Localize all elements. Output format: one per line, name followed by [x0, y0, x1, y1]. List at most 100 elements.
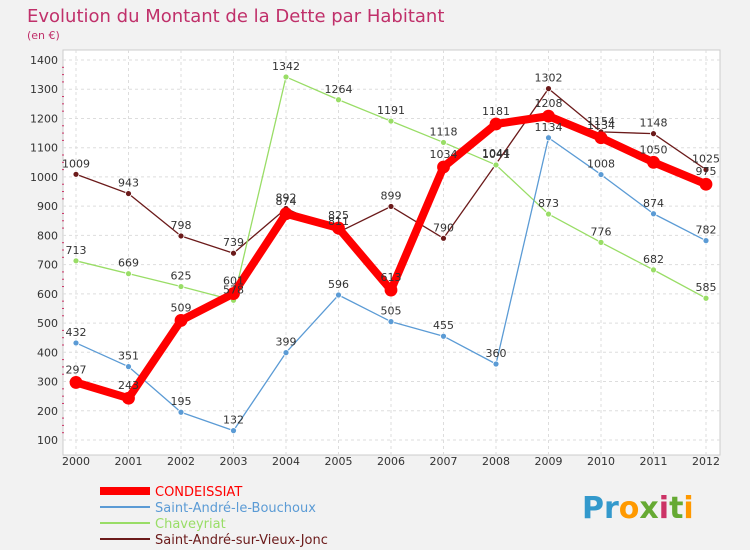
x-tick-label: 2008 — [482, 455, 510, 468]
logo-letter: i — [683, 491, 693, 526]
data-point — [72, 257, 80, 265]
data-point — [542, 109, 555, 123]
data-label: 782 — [696, 224, 717, 237]
data-label: 1034 — [430, 148, 458, 161]
data-label: 455 — [433, 319, 454, 332]
data-label: 432 — [66, 326, 87, 339]
data-label: 1044 — [482, 147, 510, 160]
legend-swatch — [100, 522, 150, 524]
logo-letter: t — [669, 491, 683, 526]
data-point — [387, 117, 395, 125]
data-point — [125, 363, 132, 371]
data-point — [227, 287, 240, 300]
data-label: 1148 — [640, 117, 668, 130]
data-label: 360 — [486, 347, 507, 360]
data-label: 1134 — [587, 119, 615, 132]
data-label: 825 — [328, 209, 349, 222]
data-label: 625 — [171, 270, 192, 283]
data-label: 682 — [643, 253, 664, 266]
y-tick-label: 1300 — [30, 83, 58, 96]
data-label: 873 — [538, 197, 559, 210]
y-tick-label: 600 — [37, 288, 58, 301]
data-point — [387, 203, 395, 210]
data-label: 613 — [381, 271, 402, 284]
logo-letter: r — [604, 491, 619, 526]
data-label: 1134 — [535, 121, 563, 134]
logo-letter: x — [639, 491, 658, 526]
x-tick-label: 2006 — [377, 455, 405, 468]
legend-label: Chaveyriat — [155, 517, 226, 532]
data-point — [72, 170, 80, 178]
logo-letter: P — [582, 491, 604, 526]
data-label: 874 — [276, 195, 297, 208]
x-tick-label: 2005 — [325, 455, 353, 468]
x-tick-label: 2010 — [587, 455, 615, 468]
data-label: 790 — [433, 221, 454, 234]
data-point — [279, 207, 293, 221]
data-label: 798 — [171, 219, 192, 232]
logo-letter: o — [619, 491, 640, 526]
data-label: 505 — [381, 305, 402, 318]
x-tick-label: 2002 — [167, 455, 195, 468]
data-label: 1118 — [430, 125, 458, 138]
legend-swatch — [100, 506, 150, 508]
y-tick-label: 100 — [37, 434, 58, 447]
y-tick-label: 300 — [37, 376, 58, 389]
data-label: 669 — [118, 257, 139, 270]
data-label: 1342 — [272, 60, 300, 73]
axis-ticks: 100 200 300 400 500 600 700 800 900 1000 1100 1200 1… — [30, 54, 720, 468]
data-label: 1008 — [587, 158, 615, 171]
data-point — [597, 238, 605, 246]
data-point — [650, 130, 657, 138]
x-tick-label: 2004 — [272, 455, 300, 468]
x-tick-label: 2007 — [430, 455, 458, 468]
data-label: 899 — [381, 189, 402, 202]
data-label: 811 — [328, 215, 349, 228]
data-label: 1154 — [587, 115, 615, 128]
proxiti-logo: Proxiti — [582, 491, 694, 526]
data-label: 243 — [118, 379, 139, 392]
data-label: 776 — [591, 225, 612, 238]
legend-swatch — [100, 538, 150, 540]
data-label: 1041 — [482, 148, 510, 161]
chart-title: Evolution du Montant de la Dette par Hab… — [27, 6, 444, 27]
data-point — [699, 177, 713, 191]
data-label: 351 — [118, 350, 139, 363]
data-point — [282, 349, 290, 357]
data-label: 1009 — [62, 157, 90, 170]
data-point — [69, 376, 83, 389]
data-label: 975 — [696, 165, 717, 178]
y-tick-label: 500 — [37, 317, 58, 330]
data-point — [437, 160, 450, 174]
data-point — [545, 85, 552, 93]
data-point — [177, 408, 185, 416]
data-label: 297 — [66, 363, 87, 376]
chart-subtitle: (en €) — [27, 29, 60, 42]
legend-label: Saint-André-le-Bouchoux — [155, 501, 316, 516]
data-label: 132 — [223, 414, 244, 427]
data-point — [545, 210, 552, 218]
data-label: 578 — [223, 283, 244, 296]
data-label: 1208 — [535, 97, 563, 110]
data-point — [335, 291, 342, 299]
data-point — [594, 131, 608, 145]
data-point — [492, 360, 500, 368]
series-layer — [69, 73, 713, 435]
data-point — [177, 232, 185, 240]
data-label: 1264 — [325, 83, 353, 96]
data-point — [545, 134, 552, 142]
data-label: 713 — [66, 244, 87, 257]
y-tick-label: 1400 — [30, 54, 58, 67]
legend-label: Saint-André-sur-Vieux-Jonc — [155, 533, 328, 548]
data-label: 195 — [171, 395, 192, 408]
data-labels: 1009 943 798 739 892 811 899 790 1044 1302 1154 114… — [62, 60, 720, 427]
grid — [62, 50, 720, 455]
logo-letter: i — [659, 491, 669, 526]
x-tick-label: 2003 — [220, 455, 248, 468]
data-label: 399 — [276, 336, 297, 349]
data-label: 892 — [276, 191, 297, 204]
data-point — [440, 139, 447, 146]
data-label: 739 — [223, 236, 244, 249]
